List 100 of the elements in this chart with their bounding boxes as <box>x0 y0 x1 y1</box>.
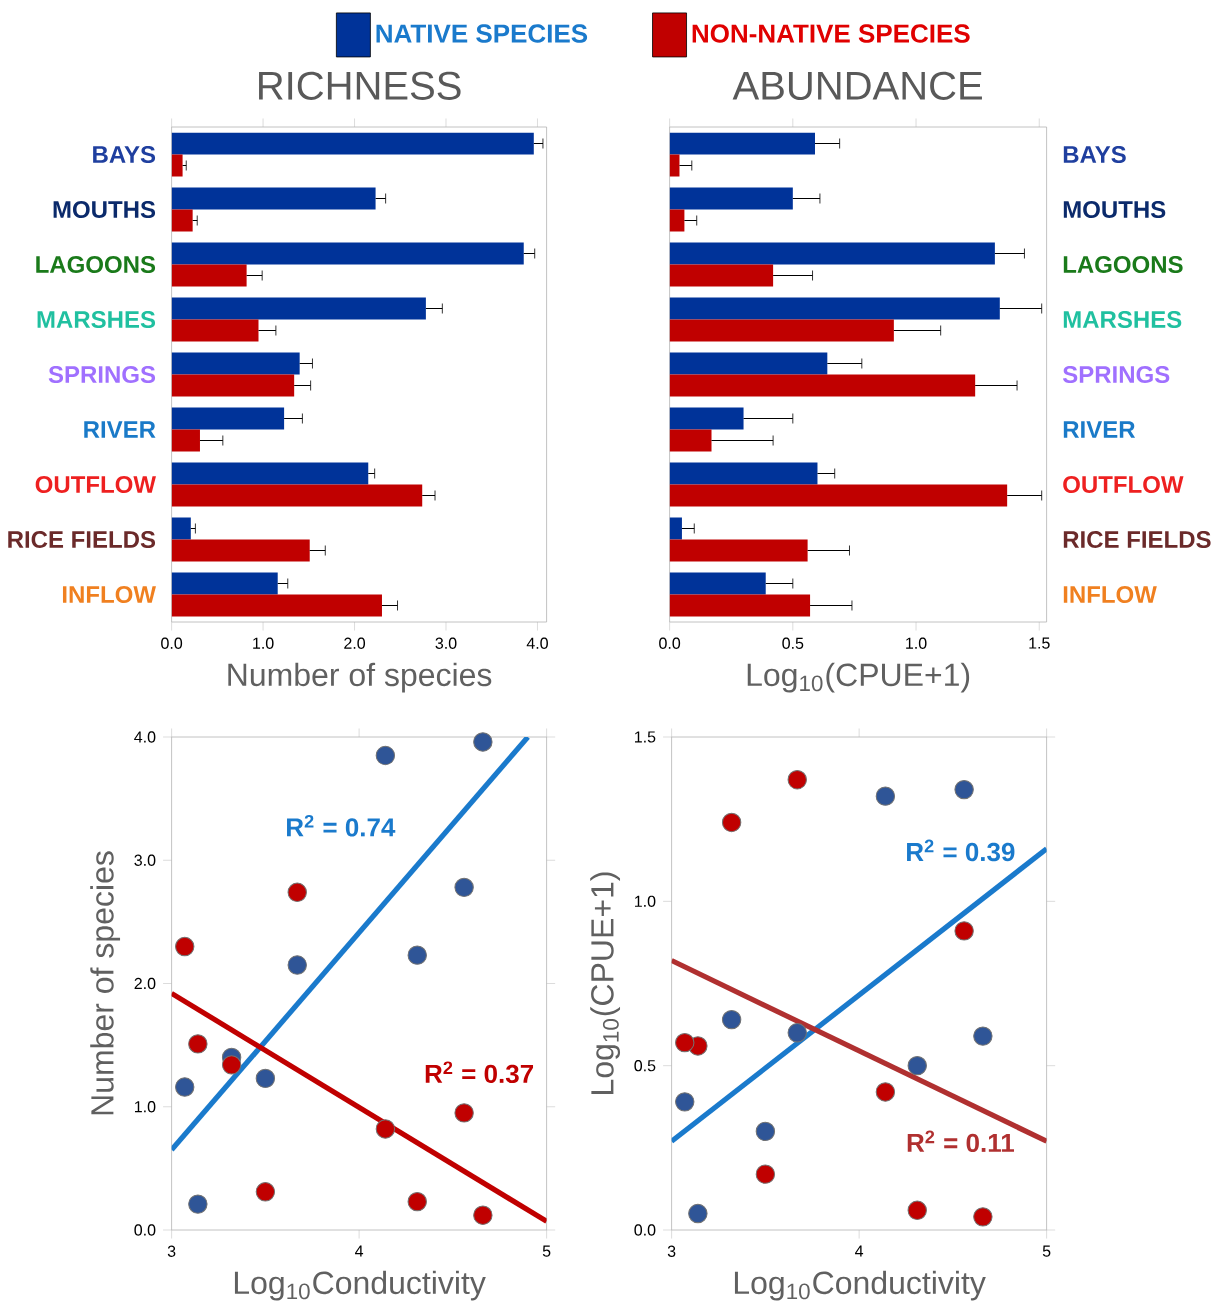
bar <box>669 352 828 375</box>
y-tick-label: SPRINGS <box>1062 366 1170 383</box>
bar <box>171 297 426 320</box>
bar <box>669 132 815 155</box>
point <box>473 1205 493 1225</box>
x-tick-label: 4 <box>354 1245 363 1257</box>
y-tick-label: 1.0 <box>634 895 656 907</box>
point <box>755 1164 775 1184</box>
point <box>954 779 974 800</box>
point <box>688 1203 708 1224</box>
legend-label: NATIVE SPECIES <box>376 24 588 43</box>
y-axis-title: Log$_{10}$(CPUE+1) <box>590 872 620 1094</box>
bar <box>171 187 376 210</box>
bar <box>171 319 259 342</box>
bar <box>669 429 712 452</box>
y-tick-label: 0.5 <box>634 1060 656 1072</box>
y-tick-label: SPRINGS <box>48 366 155 383</box>
point <box>954 921 974 941</box>
x-tick-label: 0.5 <box>782 637 804 649</box>
annotation: R$^{2}$ = 0.37 <box>425 1061 533 1084</box>
point <box>174 1077 195 1097</box>
bar <box>669 594 810 617</box>
bar <box>669 572 766 595</box>
bar <box>171 352 300 375</box>
bar <box>669 539 808 562</box>
y-tick-label: LAGOONS <box>1063 256 1183 273</box>
y-tick-label: OUTFLOW <box>35 476 156 493</box>
point <box>721 812 742 833</box>
bar <box>171 132 534 155</box>
point <box>287 955 307 975</box>
legend-label: NON-NATIVE SPECIES <box>692 24 970 43</box>
point <box>755 1121 775 1142</box>
bar <box>171 264 247 287</box>
x-axis-title: Log$_{10}$(CPUE+1) <box>747 662 969 693</box>
y-tick-label: BAYS <box>1063 146 1126 163</box>
point <box>255 1068 275 1089</box>
bar <box>669 264 774 287</box>
y-tick-label: 0.0 <box>134 1224 156 1236</box>
chart-title: ABUNDANCE <box>732 71 982 100</box>
x-tick-label: 4.0 <box>526 637 548 649</box>
y-tick-label: OUTFLOW <box>1063 476 1184 493</box>
annotation: R$^{2}$ = 0.74 <box>286 814 396 837</box>
bar <box>669 462 818 485</box>
bar <box>669 407 744 430</box>
bar <box>171 154 183 177</box>
bar <box>171 209 193 232</box>
point <box>875 1082 895 1102</box>
point <box>407 945 427 965</box>
y-tick-label: LAGOONS <box>36 256 155 273</box>
point <box>674 1032 695 1053</box>
y-tick-label: INFLOW <box>62 586 156 603</box>
bar <box>171 242 524 265</box>
bar <box>669 209 685 232</box>
y-tick-label: MARSHES <box>1063 311 1182 328</box>
x-tick-label: 3.0 <box>435 637 457 649</box>
point <box>907 1055 927 1076</box>
point <box>174 936 195 957</box>
y-tick-label: MOUTHS <box>53 201 155 218</box>
x-tick-label: 5 <box>1042 1245 1051 1257</box>
point <box>454 877 474 898</box>
x-axis-title: Log$_{10}$Conductivity <box>734 1270 986 1301</box>
y-axis-title: Number of species <box>90 851 120 1115</box>
bar <box>171 429 200 452</box>
x-tick-label: 0.0 <box>659 637 681 649</box>
point <box>188 1034 208 1054</box>
point <box>473 732 493 752</box>
x-tick-label: 1.0 <box>253 637 274 649</box>
bar <box>669 187 793 210</box>
bar <box>669 319 894 342</box>
x-axis-title: Log$_{10}$Conductivity <box>234 1270 486 1301</box>
annotation: R$^{2}$ = 0.11 <box>907 1130 1014 1153</box>
point <box>287 882 307 902</box>
point <box>674 1092 695 1112</box>
bar <box>171 594 382 617</box>
bar <box>669 297 1000 320</box>
x-axis-title: Number of species <box>228 662 492 693</box>
bar <box>669 517 682 540</box>
bar <box>669 374 976 397</box>
x-tick-label: 5 <box>542 1245 551 1257</box>
x-tick-label: 1.0 <box>906 637 927 649</box>
x-tick-label: 3 <box>167 1245 176 1257</box>
point <box>787 770 807 790</box>
y-tick-label: RICE FIELDS <box>1063 531 1211 548</box>
y-tick-label: BAYS <box>93 146 155 163</box>
y-tick-label: 2.0 <box>134 977 156 990</box>
y-tick-label: 4.0 <box>134 731 156 743</box>
x-tick-label: 3 <box>667 1245 676 1257</box>
point <box>221 1055 242 1075</box>
point <box>375 745 395 766</box>
bar <box>171 484 423 507</box>
point <box>255 1182 275 1202</box>
y-tick-label: 1.5 <box>634 731 656 743</box>
point <box>407 1191 427 1212</box>
annotation: R$^{2}$ = 0.39 <box>906 839 1015 862</box>
bar <box>171 572 278 595</box>
chart-title: RICHNESS <box>258 71 461 100</box>
y-tick-label: 3.0 <box>134 854 156 866</box>
bar <box>171 462 369 485</box>
bar <box>171 539 310 562</box>
y-tick-label: RICE FIELDS <box>8 531 155 548</box>
